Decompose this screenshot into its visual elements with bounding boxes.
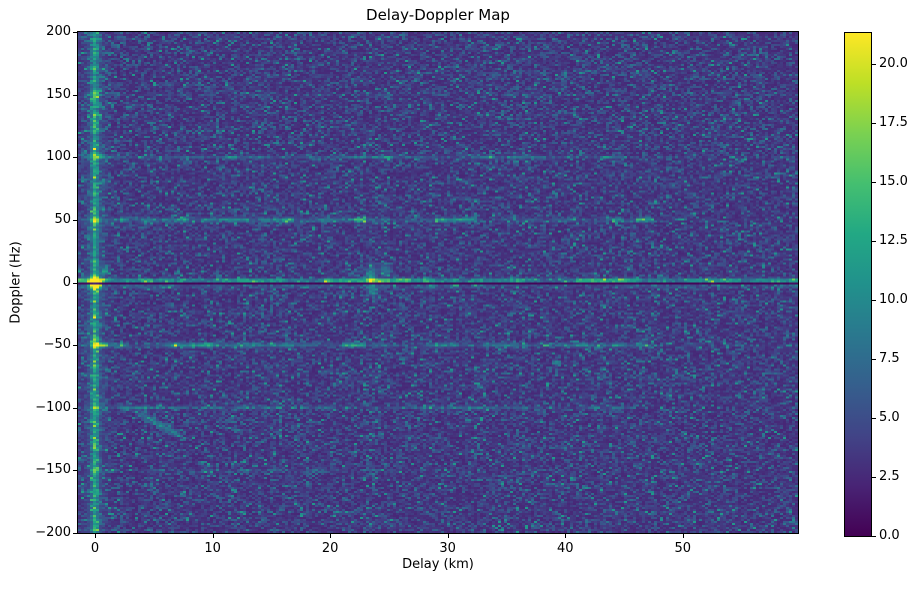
colorbar-tick-label: 2.5 [879,468,900,484]
colorbar-tick-mark [872,63,876,65]
colorbar-tick-label: 0.0 [879,528,900,543]
y-tick-label: −100 [35,399,71,415]
x-tick-label: 20 [321,541,339,556]
x-tick-label: 30 [439,541,456,556]
y-tick-label: −50 [43,337,71,353]
y-tick-label: −200 [35,525,71,540]
chart-title: Delay-Doppler Map [366,6,510,24]
y-tick-mark [73,345,77,347]
x-tick-label: 40 [556,541,574,556]
y-tick-mark [73,533,77,534]
y-tick-mark [73,282,77,284]
colorbar-tick-label: 12.5 [879,232,908,248]
colorbar-tick-label: 7.5 [879,350,900,366]
colorbar-tick-label: 17.5 [879,114,908,130]
colorbar-tick-mark [872,181,876,183]
y-tick-label: 150 [46,86,71,102]
colorbar-tick-mark [872,122,876,124]
colorbar-tick-mark [872,240,876,242]
y-tick-label: 0 [62,274,71,290]
y-tick-mark [73,470,77,472]
y-tick-label: −150 [35,462,71,478]
x-tick-mark [447,534,449,538]
y-tick-label: 200 [46,24,71,39]
colorbar-tick-label: 5.0 [879,409,900,425]
x-tick-label: 0 [90,541,100,556]
colorbar-tick-mark [872,476,876,478]
y-tick-label: 50 [54,211,71,227]
y-tick-mark [73,219,77,221]
y-tick-mark [73,32,77,33]
colorbar-tick-label: 10.0 [879,291,908,307]
colorbar [844,32,872,537]
x-tick-label: 10 [204,541,221,556]
plot-area [77,31,799,534]
colorbar-tick-mark [872,358,876,360]
x-axis-label: Delay (km) [402,557,474,572]
colorbar-tick-mark [872,536,876,537]
colorbar-tick-mark [872,417,876,419]
x-tick-mark [565,534,567,538]
colorbar-tick-mark [872,299,876,301]
y-tick-mark [73,407,77,409]
y-tick-mark [73,94,77,96]
colorbar-tick-label: 20.0 [879,55,908,71]
heatmap-canvas [78,32,798,533]
y-tick-label: 100 [46,149,71,165]
x-tick-label: 50 [674,541,692,556]
y-tick-mark [73,157,77,159]
x-tick-mark [212,534,214,538]
x-tick-mark [95,534,97,538]
x-tick-mark [330,534,332,538]
colorbar-gradient [845,33,871,536]
x-tick-mark [682,534,684,538]
colorbar-tick-label: 15.0 [879,173,908,189]
